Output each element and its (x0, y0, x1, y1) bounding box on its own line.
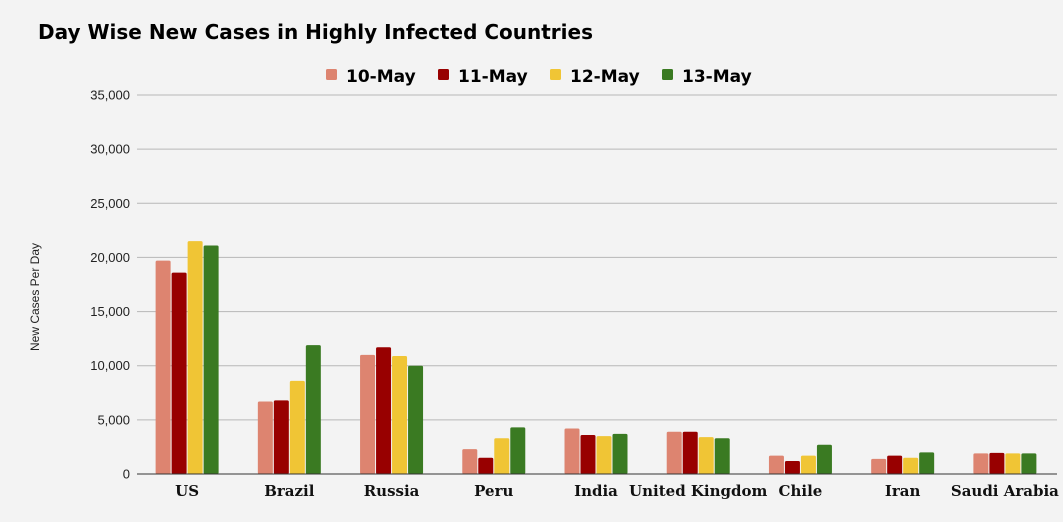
bar-10-May-united-kingdom (666, 431, 682, 474)
y-tick-label: 25,000 (90, 196, 130, 211)
bar-10-May-us (155, 260, 171, 474)
bar-11-May-peru (478, 457, 494, 474)
bar-13-May-united-kingdom (714, 438, 730, 474)
x-axis-ticks: US Brazil Russia Peru India United Kingdom Chi… (175, 482, 1059, 500)
bar-10-May-saudi-arabia (973, 453, 989, 474)
x-tick-label: Chile (779, 482, 823, 500)
legend-label: 10-May (346, 67, 416, 87)
x-tick-label: US (175, 482, 199, 500)
bar-10-May-iran (871, 458, 887, 474)
bar-11-May-us (171, 272, 187, 474)
bar-11-May-brazil (273, 400, 289, 474)
bar-13-May-iran (919, 452, 935, 474)
bar-10-May-brazil (257, 401, 273, 474)
bar-10-May-russia (360, 354, 376, 474)
bar-10-May-india (564, 428, 580, 474)
bar-13-May-us (203, 245, 219, 474)
x-tick-label: India (574, 482, 618, 500)
bar-11-May-saudi-arabia (989, 452, 1005, 474)
y-tick-label: 35,000 (90, 88, 130, 103)
y-tick-label: 30,000 (90, 142, 130, 157)
legend-label: 12-May (570, 67, 640, 87)
legend-swatch (550, 69, 561, 80)
bar-11-May-russia (376, 347, 392, 474)
bar-12-May-chile (800, 455, 816, 474)
legend: 10-May 11-May 12-May 13-May (326, 67, 752, 87)
bar-10-May-chile (768, 455, 784, 474)
legend-swatch (438, 69, 449, 80)
x-tick-label: Russia (364, 482, 420, 500)
bar-10-May-peru (462, 449, 478, 474)
y-tick-label: 5,000 (97, 412, 130, 427)
y-tick-label: 0 (123, 467, 130, 482)
y-tick-label: 10,000 (90, 358, 130, 373)
gridlines (137, 94, 1057, 421)
legend-label: 11-May (458, 67, 528, 87)
bar-13-May-chile (816, 444, 832, 474)
bar-12-May-india (596, 436, 612, 474)
bar-12-May-russia (392, 355, 408, 474)
legend-swatch (662, 69, 673, 80)
bar-12-May-peru (494, 438, 510, 474)
bar-11-May-iran (887, 455, 903, 474)
y-tick-label: 15,000 (90, 304, 130, 319)
bar-13-May-peru (510, 427, 526, 474)
x-tick-label: United Kingdom (629, 482, 767, 500)
x-tick-label: Peru (474, 482, 513, 500)
bar-12-May-us (187, 241, 203, 474)
y-tick-label: 20,000 (90, 250, 130, 265)
x-tick-label: Brazil (264, 482, 315, 500)
bars (155, 241, 1037, 474)
y-axis-label: New Cases Per Day (28, 243, 42, 351)
bar-12-May-united-kingdom (698, 437, 714, 474)
bar-12-May-iran (903, 457, 919, 474)
x-tick-label: Iran (885, 482, 921, 500)
x-tick-label: Saudi Arabia (951, 482, 1059, 500)
bar-13-May-india (612, 433, 628, 474)
bar-11-May-united-kingdom (682, 431, 698, 474)
bar-12-May-saudi-arabia (1005, 453, 1021, 474)
chart-title: Day Wise New Cases in Highly Infected Co… (38, 20, 593, 44)
bar-13-May-russia (408, 365, 424, 474)
legend-label: 13-May (682, 67, 752, 87)
y-axis-ticks: 0 5,000 10,000 15,000 20,000 25,000 30,000 35,0… (90, 88, 130, 482)
bar-11-May-india (580, 435, 596, 474)
bar-13-May-saudi-arabia (1021, 453, 1037, 474)
bar-11-May-chile (784, 461, 800, 474)
bar-12-May-brazil (289, 380, 305, 474)
bar-13-May-brazil (305, 345, 321, 474)
legend-swatch (326, 69, 337, 80)
